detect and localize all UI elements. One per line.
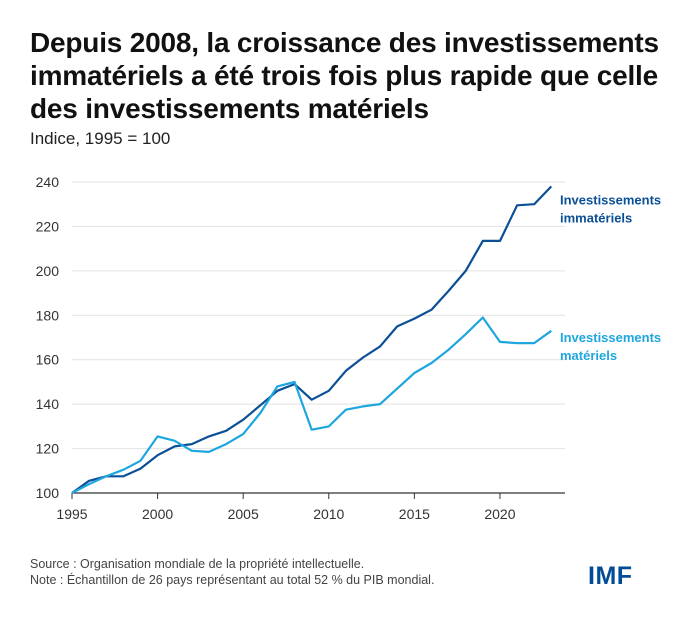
series-label: Investissements	[560, 192, 661, 207]
line-chart: 100 120 140 160 180 200 220 240 1995 2000 2005 201…	[36, 174, 662, 522]
y-tick-label: 240	[36, 174, 60, 190]
y-tick-label: 140	[36, 396, 60, 412]
y-tick-label: 160	[36, 352, 60, 368]
series-label: matériels	[560, 348, 617, 363]
x-tick-label: 2010	[313, 506, 344, 522]
series-lines	[71, 185, 553, 494]
x-tick-label: 2015	[399, 506, 430, 522]
x-axis-ticks: 1995 2000 2005 2010 2015 2020	[56, 493, 516, 522]
x-tick-label: 2020	[484, 506, 515, 522]
x-tick-label: 1995	[56, 506, 87, 522]
series-label: Investissements	[560, 330, 661, 345]
chart-subtitle: Indice, 1995 = 100	[30, 129, 171, 148]
chart-title: Depuis 2008, la croissance des investiss…	[30, 27, 659, 124]
imf-logo: IMF	[588, 562, 633, 590]
y-tick-label: 220	[36, 218, 60, 234]
series-label: immatériels	[560, 210, 632, 225]
source-note: Source : Organisation mondiale de la pro…	[30, 557, 365, 571]
y-axis-ticks: 100 120 140 160 180 200 220 240	[36, 174, 60, 501]
series-labels: Investissements immatériels Investissement…	[560, 192, 661, 362]
x-tick-label: 2000	[142, 506, 173, 522]
y-tick-label: 120	[36, 441, 60, 457]
y-tick-label: 180	[36, 307, 60, 323]
y-tick-label: 100	[36, 485, 60, 501]
series-line-immateriels	[71, 185, 553, 494]
x-tick-label: 2005	[228, 506, 259, 522]
gridlines	[72, 181, 565, 494]
footer: Source : Organisation mondiale de la pro…	[30, 556, 434, 588]
series-line-materiels	[71, 316, 552, 494]
y-tick-label: 200	[36, 263, 60, 279]
sample-note: Note : Échantillon de 26 pays représenta…	[30, 573, 435, 587]
